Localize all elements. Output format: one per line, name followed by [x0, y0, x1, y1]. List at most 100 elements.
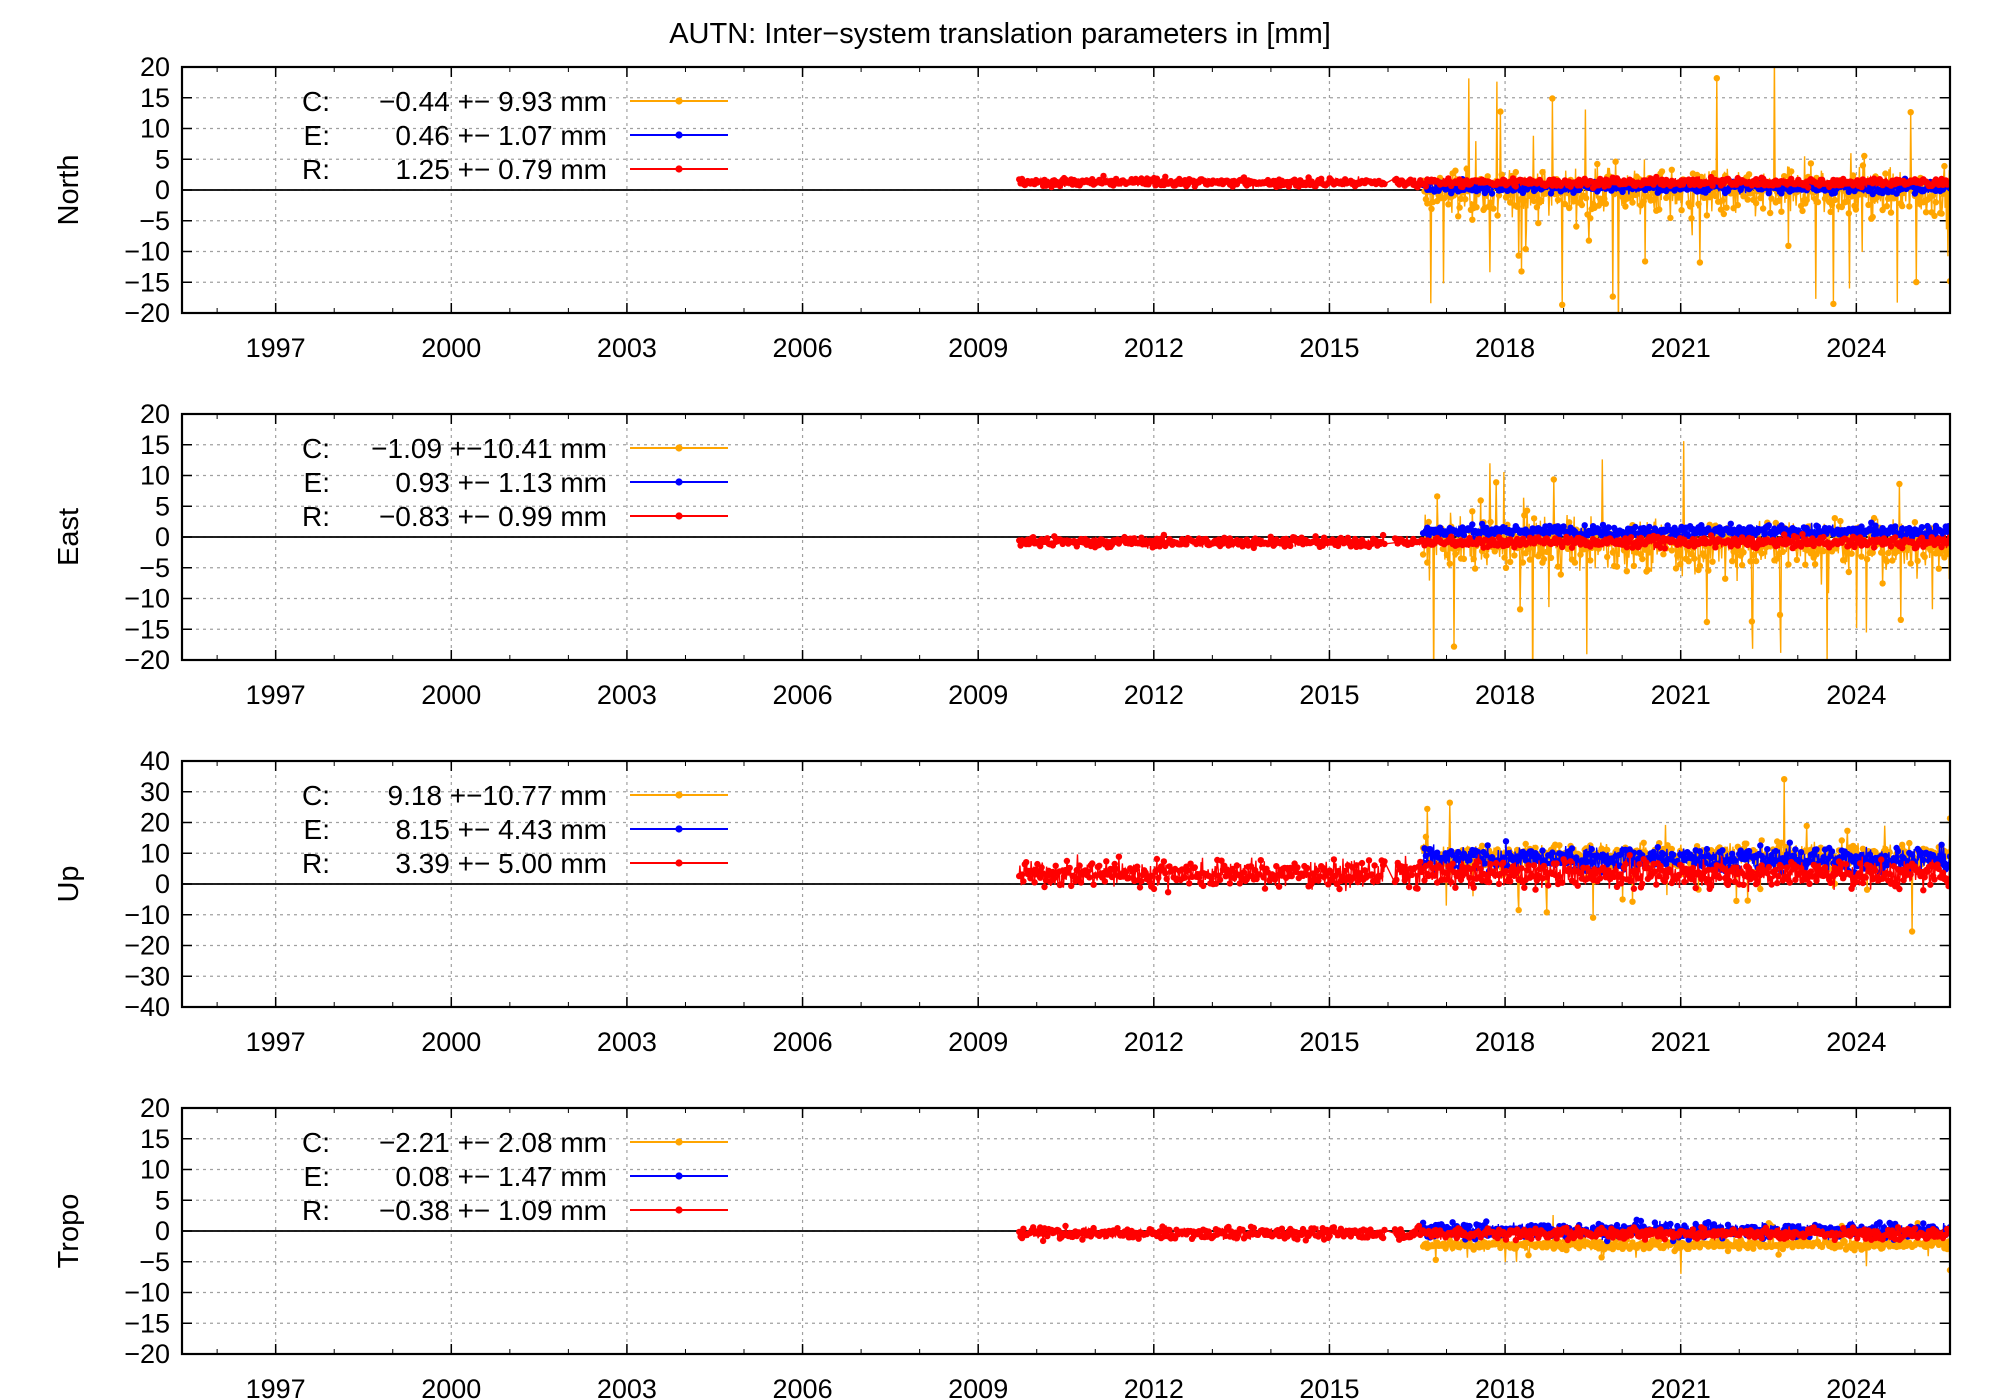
data-point-C — [1668, 547, 1676, 554]
data-point-C — [1748, 618, 1756, 625]
y-tick-label: 20 — [140, 1093, 170, 1123]
data-point-R — [1090, 881, 1097, 888]
data-point-R — [1556, 873, 1563, 880]
data-point-R — [1022, 859, 1030, 866]
data-point-R — [1935, 865, 1943, 873]
data-point-E — [1938, 841, 1945, 848]
data-point-R — [1288, 872, 1295, 880]
legend-marker-E — [675, 131, 683, 139]
data-point-C — [1878, 549, 1885, 556]
y-tick-label: 20 — [140, 52, 170, 82]
data-point-R — [1162, 173, 1169, 180]
data-point-E — [1588, 845, 1595, 853]
data-point-C — [1656, 206, 1663, 213]
data-point-C — [1799, 207, 1806, 215]
data-point-R — [1561, 859, 1569, 866]
data-point-C — [1571, 195, 1579, 202]
data-point-C — [1863, 886, 1871, 893]
x-tick-label: 2024 — [1826, 333, 1886, 363]
data-point-E — [1908, 851, 1916, 858]
data-point-E — [1549, 849, 1556, 856]
data-point-C — [1478, 842, 1486, 849]
data-point-R — [1365, 857, 1373, 864]
y-tick-label: −15 — [124, 267, 170, 297]
data-point-R — [1181, 874, 1189, 881]
data-point-C — [1432, 1256, 1440, 1264]
data-point-R — [1681, 878, 1688, 885]
data-point-R — [1740, 881, 1747, 888]
series-group — [1016, 67, 1950, 313]
data-point-R — [1257, 857, 1265, 864]
data-point-C — [1730, 548, 1737, 555]
data-point-E — [1585, 850, 1593, 858]
data-point-C — [1922, 209, 1930, 216]
data-point-C — [1713, 75, 1721, 82]
data-point-C — [1706, 194, 1713, 201]
data-point-C — [1793, 556, 1801, 564]
data-point-C — [1759, 205, 1767, 212]
data-point-R — [1788, 538, 1795, 545]
data-point-R — [1512, 183, 1520, 190]
data-point-R — [1377, 873, 1384, 880]
data-point-R — [1226, 880, 1234, 887]
data-point-C — [1757, 194, 1764, 202]
data-point-R — [1627, 534, 1635, 541]
data-point-R — [1089, 860, 1096, 867]
y-tick-label: 10 — [140, 838, 170, 868]
data-point-R — [1692, 884, 1699, 892]
data-point-R — [1063, 857, 1071, 865]
data-point-C — [1497, 108, 1504, 115]
y-tick-label: 10 — [140, 114, 170, 144]
data-point-E — [1509, 857, 1517, 864]
data-point-C — [1827, 208, 1834, 216]
y-tick-label: 0 — [155, 1216, 170, 1246]
data-point-R — [1778, 863, 1785, 871]
data-point-R — [1567, 858, 1574, 865]
data-point-R — [1797, 543, 1805, 550]
data-point-C — [1490, 205, 1497, 212]
data-point-C — [1533, 204, 1541, 211]
data-point-R — [1887, 543, 1895, 550]
data-point-R — [1939, 869, 1947, 876]
data-point-C — [1660, 551, 1667, 558]
data-point-R — [1878, 856, 1885, 863]
data-point-C — [1667, 214, 1674, 222]
legend-label-C: C: — [302, 433, 330, 464]
data-point-C — [1571, 559, 1579, 566]
data-point-C — [1941, 162, 1948, 170]
x-tick-label: 2024 — [1826, 1027, 1886, 1057]
data-point-C — [1514, 203, 1521, 210]
data-point-C — [1455, 213, 1462, 220]
data-point-C — [1609, 293, 1617, 300]
data-point-C — [1932, 199, 1940, 206]
data-point-E — [1731, 857, 1739, 864]
data-point-C — [1859, 845, 1867, 852]
x-tick-label: 2018 — [1475, 1027, 1535, 1057]
y-tick-label: −10 — [124, 1278, 170, 1308]
data-point-R — [1847, 871, 1854, 878]
y-tick-label: −20 — [124, 645, 170, 675]
data-point-R — [1712, 544, 1719, 551]
data-point-C — [1729, 557, 1736, 565]
x-tick-label: 2006 — [773, 1027, 833, 1057]
data-point-R — [1532, 886, 1539, 893]
data-point-R — [1477, 865, 1484, 873]
y-tick-label: −10 — [124, 237, 170, 267]
data-point-C — [1456, 204, 1463, 211]
data-point-E — [1797, 849, 1805, 856]
data-point-R — [1893, 881, 1900, 888]
plot-frame — [180, 412, 1952, 662]
data-point-C — [1515, 906, 1522, 914]
data-point-R — [1273, 863, 1280, 870]
data-point-R — [1485, 878, 1493, 886]
y-tick-label: 10 — [140, 1155, 170, 1185]
data-point-C — [1863, 556, 1871, 563]
data-point-C — [1495, 192, 1503, 199]
data-point-C — [1688, 215, 1695, 222]
data-point-C — [1686, 203, 1694, 210]
data-point-R — [1304, 864, 1311, 872]
data-point-C — [1813, 551, 1820, 558]
data-point-R — [1160, 531, 1168, 539]
